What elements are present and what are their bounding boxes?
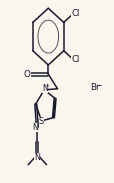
Text: +: + [44, 83, 49, 88]
Text: −: − [94, 81, 101, 91]
Text: N: N [42, 84, 48, 93]
Text: N: N [32, 123, 38, 132]
Text: Cl: Cl [71, 55, 79, 64]
Text: O: O [24, 70, 31, 79]
Text: Cl: Cl [71, 10, 79, 18]
Text: N: N [34, 153, 40, 162]
Text: Br: Br [89, 83, 98, 92]
Text: S: S [38, 117, 43, 126]
